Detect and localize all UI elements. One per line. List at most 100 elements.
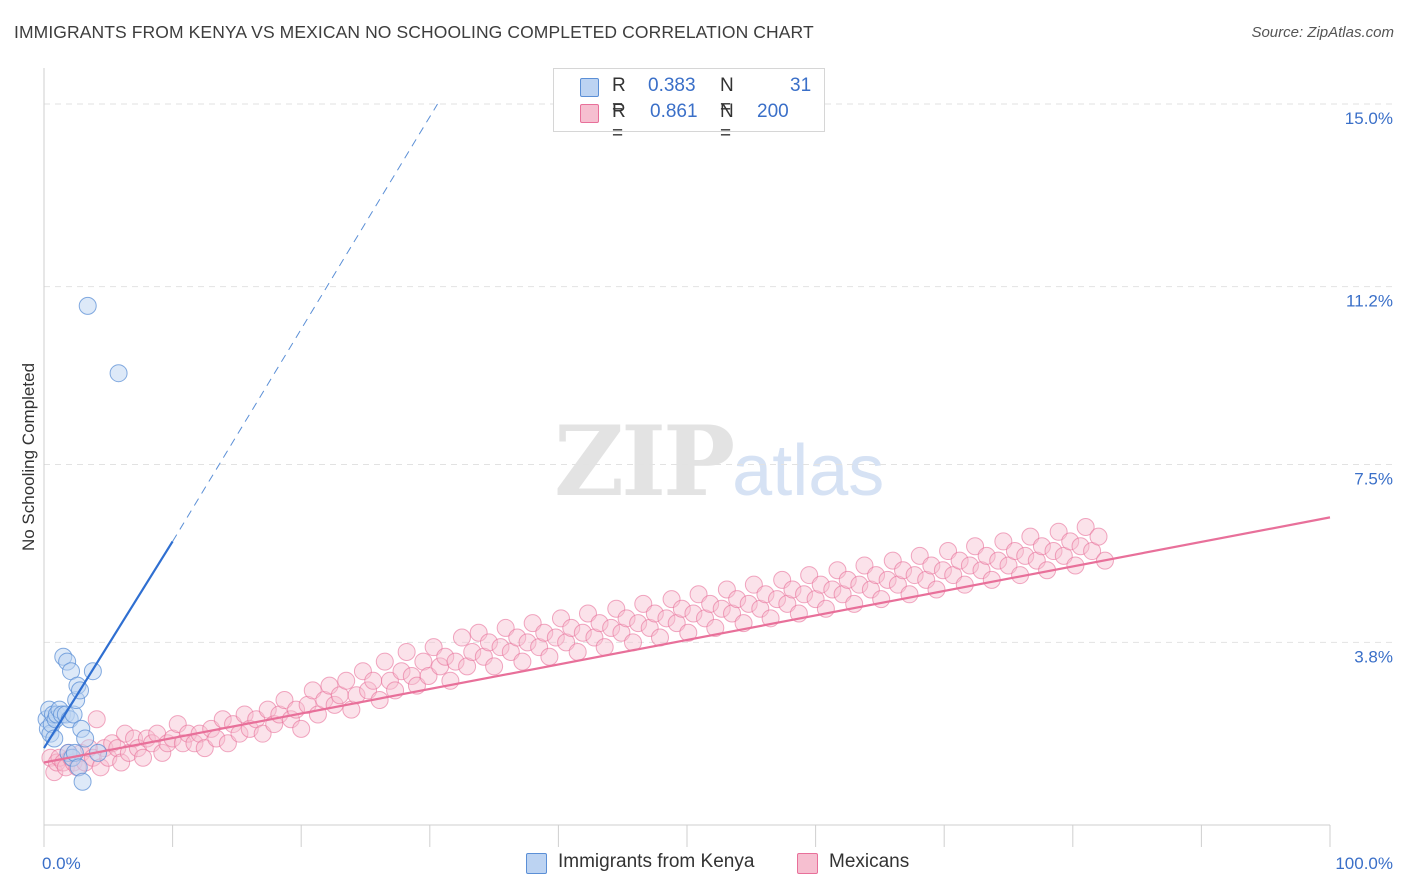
point-mexicans [479, 633, 498, 652]
point-mexicans [546, 628, 565, 647]
legend-n-label: N = [720, 101, 734, 144]
point-mexicans [679, 623, 698, 642]
point-kenya [109, 364, 128, 383]
legend-n-kenya: 31 [790, 75, 812, 96]
y-tick-label: 7.5% [1354, 470, 1393, 489]
point-mexicans [557, 633, 576, 652]
legend-r-mexicans: 0.861 [650, 101, 698, 122]
point-mexicans [463, 642, 482, 661]
point-kenya [76, 729, 95, 748]
point-mexicans [989, 551, 1008, 570]
point-mexicans [414, 652, 433, 671]
x-tick-label: 100.0% [1335, 854, 1393, 873]
point-mexicans [119, 743, 138, 762]
point-mexicans [894, 561, 913, 580]
point-mexicans [292, 719, 311, 738]
point-mexicans [578, 604, 597, 623]
point-mexicans [850, 575, 869, 594]
trend-line-kenya-extension [172, 103, 438, 542]
y-tick-label: 11.2% [1346, 292, 1393, 311]
y-tick-label: 3.8% [1354, 647, 1393, 666]
point-mexicans [375, 652, 394, 671]
point-mexicans [888, 575, 907, 594]
point-mexicans [573, 623, 592, 642]
point-mexicans [595, 638, 614, 657]
point-mexicans [134, 748, 153, 767]
point-mexicans [878, 570, 897, 589]
point-mexicans [380, 671, 399, 690]
point-mexicans [684, 604, 703, 623]
point-mexicans [103, 734, 122, 753]
point-mexicans [728, 590, 747, 609]
point-mexicans [602, 618, 621, 637]
point-mexicans [87, 710, 106, 729]
point-mexicans [458, 657, 477, 676]
point-mexicans [436, 647, 455, 666]
point-mexicans [392, 662, 411, 681]
legend-n-mexicans: 200 [757, 101, 789, 122]
point-mexicans [778, 594, 797, 613]
point-mexicans [910, 546, 929, 565]
point-mexicans [446, 652, 465, 671]
point-mexicans [153, 743, 172, 762]
point-mexicans [723, 604, 742, 623]
point-mexicans [513, 652, 532, 671]
point-mexicans [744, 575, 763, 594]
point-mexicans [833, 585, 852, 604]
correlation-legend: R = 0.383 N = 31 R = 0.861 N = 200 [553, 68, 825, 144]
point-mexicans [523, 614, 542, 633]
point-mexicans [756, 585, 775, 604]
point-mexicans [424, 638, 443, 657]
point-mexicans [823, 580, 842, 599]
point-mexicans [1021, 527, 1040, 546]
point-mexicans [950, 551, 969, 570]
point-mexicans [1089, 527, 1108, 546]
y-tick-label: 15.0% [1345, 109, 1393, 128]
point-mexicans [739, 594, 758, 613]
point-mexicans [337, 671, 356, 690]
point-mexicans [253, 724, 272, 743]
y-axis-label: No Schooling Completed [19, 363, 38, 551]
point-kenya [73, 772, 92, 791]
axes [43, 68, 1331, 847]
point-mexicans [955, 575, 974, 594]
point-mexicans [939, 542, 958, 561]
point-mexicans [125, 729, 144, 748]
point-mexicans [768, 590, 787, 609]
point-mexicans [629, 614, 648, 633]
point-mexicans [491, 638, 510, 657]
x-tick-label: 0.0% [42, 854, 81, 873]
legend-n-label: N = [720, 75, 734, 118]
point-mexicans [419, 667, 438, 685]
point-mexicans [667, 614, 686, 633]
point-kenya [78, 296, 97, 315]
point-mexicans [1049, 522, 1068, 541]
point-mexicans [275, 691, 294, 710]
point-mexicans [933, 561, 952, 580]
point-mexicans [900, 585, 919, 604]
point-mexicans [1005, 542, 1024, 561]
point-mexicans [811, 575, 830, 594]
grid-lines [44, 103, 1395, 643]
bottom-legend-label-mexicans: Mexicans [829, 851, 910, 872]
legend-swatch-mexicans [580, 104, 599, 123]
point-mexicans [867, 566, 886, 585]
point-mexicans [672, 599, 691, 618]
point-mexicans [689, 585, 708, 604]
point-mexicans [1071, 537, 1090, 556]
trend-line-kenya [43, 540, 174, 749]
point-mexicans [927, 580, 946, 599]
watermark: ZIPatlas [554, 405, 884, 518]
point-mexicans [783, 580, 802, 599]
point-mexicans [364, 671, 383, 690]
point-mexicans [1032, 537, 1051, 556]
legend-r-label: R = [612, 75, 626, 118]
trend-line-mexicans [43, 516, 1331, 764]
point-mexicans [485, 657, 504, 676]
point-mexicans [508, 628, 527, 647]
point-mexicans [712, 599, 731, 618]
point-mexicans [303, 681, 322, 700]
point-mexicans [562, 618, 581, 637]
point-mexicans [540, 647, 559, 666]
